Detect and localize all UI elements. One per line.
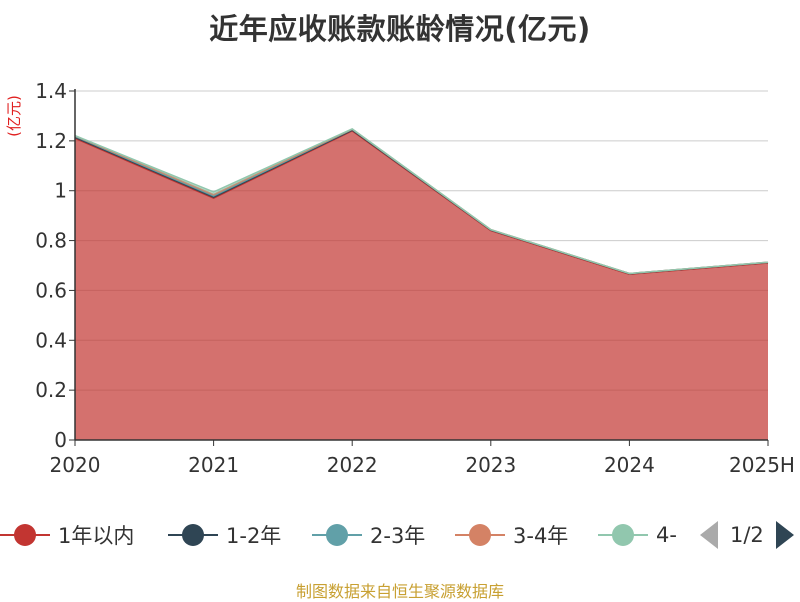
legend-swatch-icon [168,520,218,550]
y-tick-label: 0 [54,428,67,452]
legend-item[interactable]: 1年以内 [0,515,134,555]
legend-pager: 1/2 [700,520,794,550]
legend-swatch-dot [326,524,348,546]
legend-swatch-icon [598,520,648,550]
y-tick-label: 0.6 [35,278,67,302]
legend-swatch-icon [0,520,50,550]
source-note: 制图数据来自恒生聚源数据库 [295,582,504,601]
legend-swatch-icon [455,520,505,550]
legend-item[interactable]: 4- [598,515,677,555]
legend-swatch-dot [14,524,36,546]
legend-page-indicator: 1/2 [730,523,764,547]
legend-prev-page-icon[interactable] [700,521,718,549]
legend-label: 4- [656,523,677,547]
legend-label: 1年以内 [58,524,135,548]
legend-swatch-dot [469,524,491,546]
y-tick-label: 1.4 [35,79,67,103]
y-tick-label: 0.4 [35,328,67,352]
series-line-4 [74,128,769,275]
legend-label: 2-3年 [370,524,426,548]
x-tick-label: 2021 [188,453,239,477]
legend-label: 3-4年 [513,524,569,548]
legend-item[interactable]: 2-3年 [312,515,425,555]
y-tick-label: 0.8 [35,229,67,253]
x-tick-label: 2022 [327,453,378,477]
legend: 1年以内 1-2年 2-3年 3-4年 4- [0,515,800,555]
legend-swatch-dot [612,524,634,546]
y-unit-label: (亿元) [5,95,23,137]
legend-item[interactable]: 1-2年 [168,515,281,555]
legend-next-page-icon[interactable] [775,521,794,549]
y-tick-label: 0.2 [35,378,67,402]
legend-swatch-icon [312,520,362,550]
area-0 [75,130,768,440]
legend-swatch-dot [182,524,204,546]
x-tick-label: 2024 [604,453,655,477]
legend-label: 1-2年 [226,524,282,548]
legend-item[interactable]: 3-4年 [455,515,568,555]
chart-title: 近年应收账款账龄情况(亿元) [209,12,591,46]
y-tick-label: 1.2 [35,129,67,153]
x-tick-label: 2020 [50,453,101,477]
y-tick-label: 1 [54,179,67,203]
x-tick-label: 2025H [729,453,795,477]
x-tick-label: 2023 [465,453,516,477]
